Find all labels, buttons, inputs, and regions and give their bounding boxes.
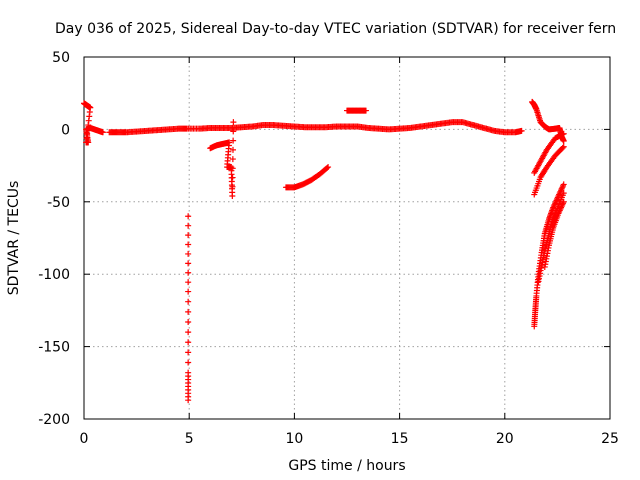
- data-point: [185, 359, 192, 366]
- data-point: [185, 260, 192, 267]
- data-point: [229, 146, 236, 153]
- series-2: [185, 213, 192, 404]
- data-point: [229, 183, 236, 190]
- series-4: [282, 164, 332, 191]
- grid: [84, 57, 610, 419]
- data-point: [560, 198, 567, 205]
- data-point: [185, 250, 192, 257]
- data-point: [185, 232, 192, 239]
- data-point: [185, 279, 192, 286]
- data-point: [185, 318, 192, 325]
- y-tick-label: -50: [47, 195, 70, 211]
- data-point: [559, 144, 566, 151]
- y-axis-label: SDTVAR / TECUs: [6, 181, 22, 296]
- data-point: [185, 339, 192, 346]
- data-point: [185, 222, 192, 229]
- series-9: [531, 181, 567, 330]
- x-tick-label: 15: [391, 431, 409, 447]
- series-7: [531, 130, 567, 176]
- x-tick-label: 20: [496, 431, 514, 447]
- data-point: [560, 143, 567, 150]
- x-tick-label: 0: [80, 431, 89, 447]
- y-tick-label: -150: [38, 340, 70, 356]
- data-point: [230, 119, 237, 126]
- data-point: [560, 137, 567, 144]
- data-point: [362, 107, 369, 114]
- data-point: [185, 241, 192, 248]
- data-point: [229, 165, 236, 172]
- series-11: [541, 198, 567, 270]
- data-point: [518, 127, 525, 134]
- data-point: [185, 213, 192, 220]
- y-tick-label: -200: [38, 412, 70, 428]
- data-point: [325, 164, 332, 171]
- data-point: [185, 349, 192, 356]
- data-point: [185, 288, 192, 295]
- data-point: [185, 269, 192, 276]
- data-point: [229, 174, 236, 181]
- data-point: [230, 137, 237, 144]
- data-point: [185, 298, 192, 305]
- axis-ticks: 0 5 10 15 20 25 -200 -150 -100 -50 0 50: [38, 50, 619, 447]
- data-point: [230, 128, 237, 135]
- x-axis-label: GPS time / hours: [288, 458, 405, 474]
- series-5: [344, 107, 369, 114]
- series-1: [106, 119, 525, 136]
- x-tick-label: 5: [185, 431, 194, 447]
- data-point: [229, 156, 236, 163]
- plot-frame: [83, 56, 611, 420]
- data-point: [560, 130, 567, 137]
- y-tick-label: 50: [52, 50, 70, 66]
- data-point: [560, 190, 567, 197]
- data-point: [99, 129, 106, 136]
- y-tick-label: 0: [61, 122, 70, 138]
- data-point: [229, 193, 236, 200]
- x-tick-label: 25: [601, 431, 619, 447]
- series-3: [207, 119, 237, 200]
- y-tick-label: -100: [38, 267, 70, 283]
- data-point: [185, 397, 192, 404]
- data-point: [560, 181, 567, 188]
- chart-title: Day 036 of 2025, Sidereal Day-to-day VTE…: [55, 21, 616, 37]
- data-point: [185, 329, 192, 336]
- series-0: [81, 100, 106, 146]
- data-point: [324, 164, 331, 171]
- data-point: [185, 308, 192, 315]
- series-8: [531, 143, 567, 198]
- data-points: [81, 98, 567, 404]
- x-tick-label: 10: [285, 431, 303, 447]
